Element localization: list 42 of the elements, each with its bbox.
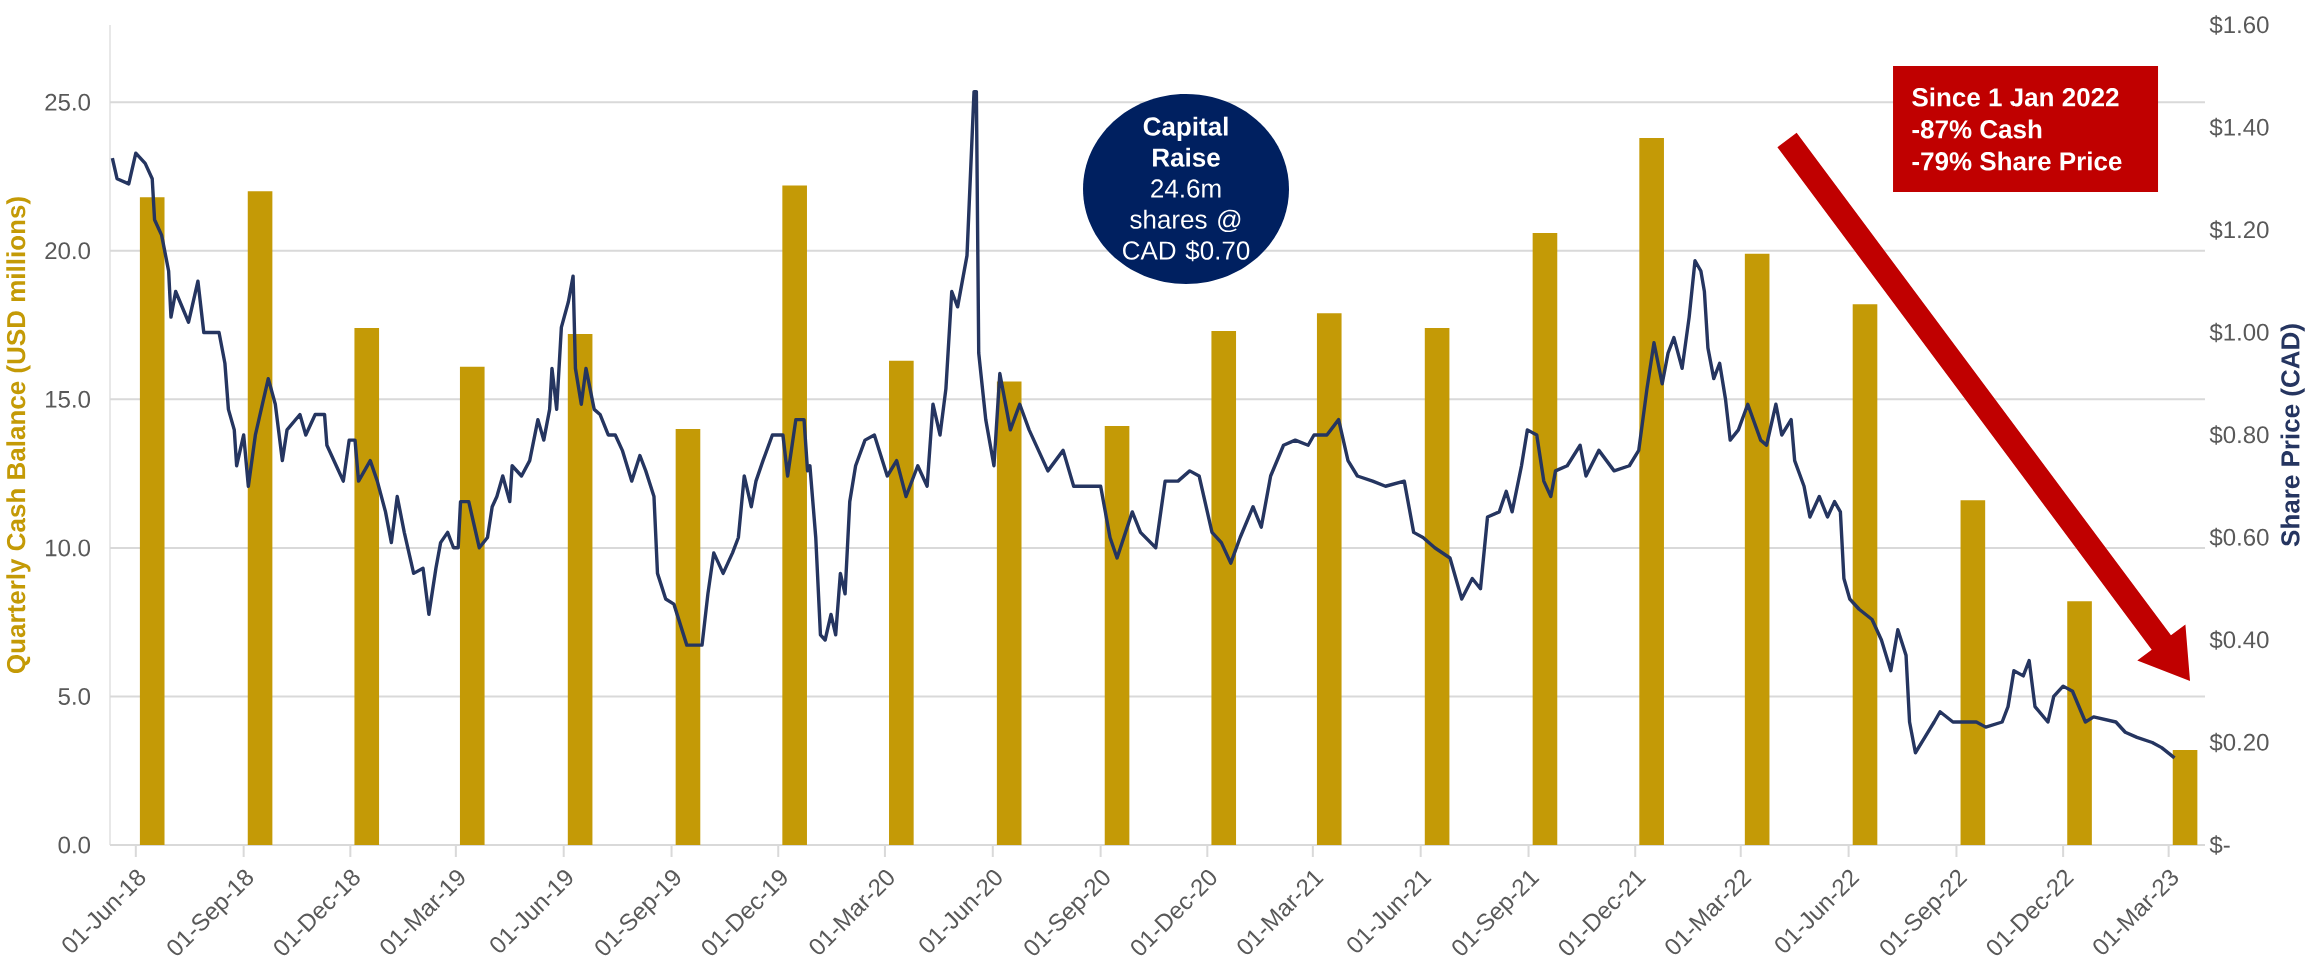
y2-tick-label: $1.00	[2209, 322, 2269, 343]
y2-tick-label: $0.80	[2209, 425, 2269, 445]
bar	[996, 381, 1022, 845]
y-tick-label: 10.0	[46, 539, 91, 557]
bar	[2172, 749, 2198, 845]
y2-tick-label: $1.60	[2209, 15, 2269, 35]
bar	[1211, 331, 1237, 845]
annotation: -87% Cash	[1912, 119, 2042, 139]
annotation: 24.6m shares @ CAD $0.70	[1123, 179, 1250, 262]
bar	[139, 197, 165, 845]
y2-tick-label: $0.40	[2209, 630, 2269, 650]
bar	[459, 366, 485, 845]
y2-tick-label: $1.40	[2209, 117, 2269, 138]
bar	[782, 185, 807, 845]
bar	[675, 429, 701, 845]
annotation: -79% Share Price	[1912, 151, 2122, 171]
bar	[1852, 304, 1878, 845]
y2-tick-label: $0.60	[2209, 527, 2269, 548]
bar	[1424, 328, 1450, 845]
bar	[1960, 500, 1986, 845]
bar	[889, 360, 914, 845]
y2-tick-label: $-	[2209, 835, 2230, 855]
y2-tick-label: $1.20	[2209, 220, 2269, 240]
y-axis-title: Quarterly Cash Balance (USD millions)	[6, 197, 31, 674]
y-tick-label: 5.0	[58, 687, 91, 705]
bar	[1744, 253, 1770, 845]
y2-axis-title: Share Price (CAD)	[2280, 324, 2305, 547]
y-tick-label: 15.0	[46, 390, 91, 408]
bar	[2067, 601, 2092, 845]
bar	[1639, 137, 1664, 845]
bar	[247, 191, 273, 845]
bar	[354, 328, 380, 845]
annotation: Capital Raise	[1143, 116, 1228, 167]
bar	[1104, 426, 1130, 845]
bar	[1316, 313, 1342, 845]
annotation: Since 1 Jan 2022	[1912, 87, 2119, 107]
y-tick-label: 0.0	[58, 836, 91, 854]
y-tick-label: 25.0	[45, 93, 91, 111]
y-tick-label: 20.0	[45, 242, 91, 260]
y2-tick-label: $0.20	[2209, 732, 2269, 753]
bar	[567, 333, 593, 845]
bar	[1532, 232, 1558, 845]
